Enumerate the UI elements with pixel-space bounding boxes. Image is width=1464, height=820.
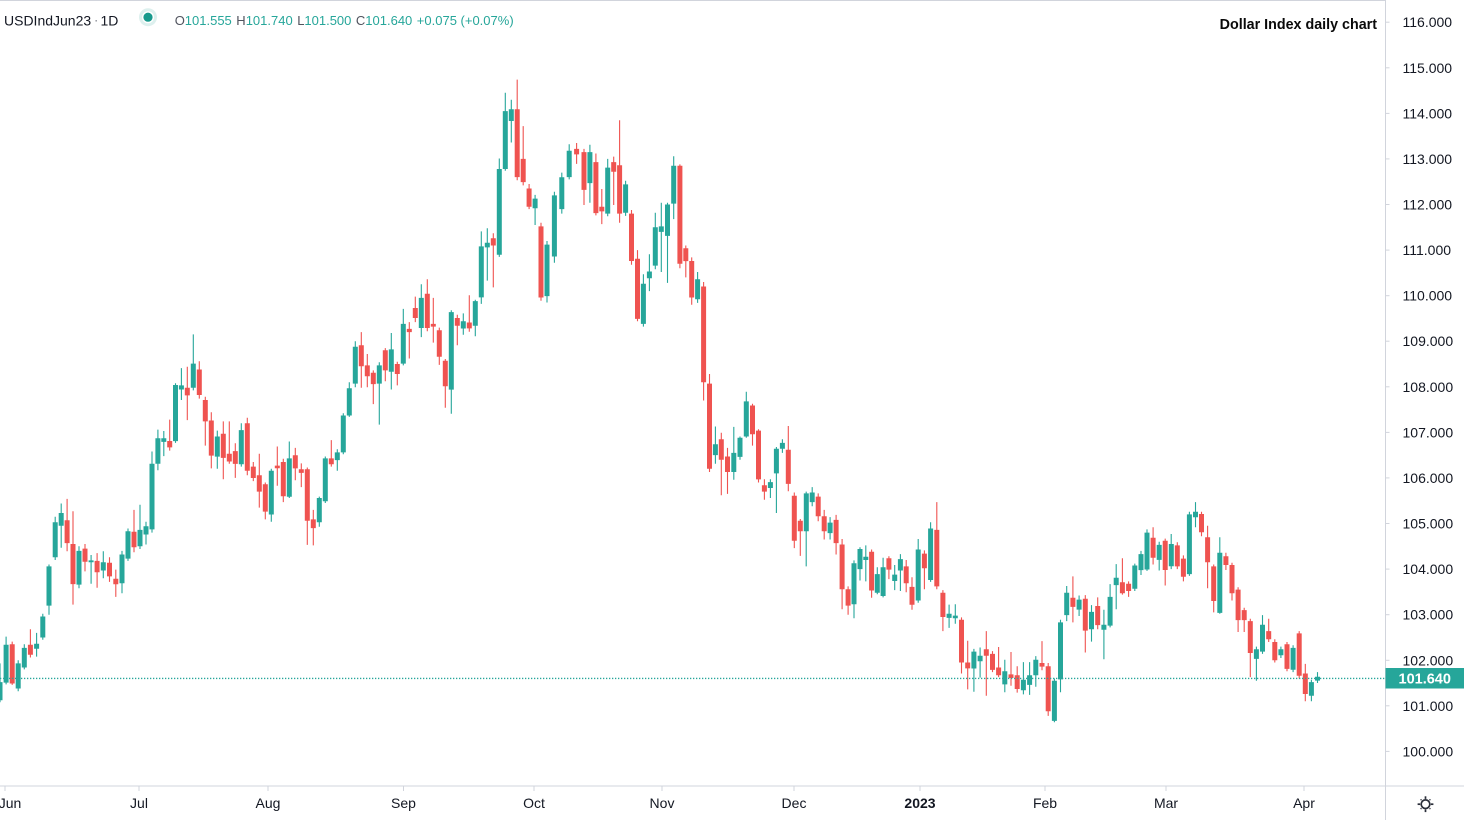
svg-text:Sep: Sep xyxy=(391,795,416,811)
svg-text:108.000: 108.000 xyxy=(1403,379,1454,395)
svg-text:Apr: Apr xyxy=(1293,795,1315,811)
svg-text:H: H xyxy=(236,13,245,28)
svg-text:101.740: 101.740 xyxy=(246,13,293,28)
svg-text:Jul: Jul xyxy=(130,795,148,811)
svg-text:113.000: 113.000 xyxy=(1403,151,1453,167)
svg-text:101.555: 101.555 xyxy=(185,13,232,28)
svg-text:Dec: Dec xyxy=(782,795,807,811)
svg-text:116.000: 116.000 xyxy=(1403,14,1453,30)
svg-text:107.000: 107.000 xyxy=(1403,424,1454,440)
svg-text:109.000: 109.000 xyxy=(1403,333,1454,349)
svg-text:·: · xyxy=(94,13,98,28)
svg-text:102.000: 102.000 xyxy=(1403,652,1454,668)
svg-text:105.000: 105.000 xyxy=(1403,516,1454,532)
svg-text:C: C xyxy=(356,13,365,28)
svg-text:1D: 1D xyxy=(101,13,119,29)
svg-text:Dollar Index daily chart: Dollar Index daily chart xyxy=(1220,17,1378,33)
svg-text:112.000: 112.000 xyxy=(1403,197,1453,213)
svg-text:Aug: Aug xyxy=(256,795,281,811)
svg-text:Oct: Oct xyxy=(523,795,545,811)
svg-text:101.640: 101.640 xyxy=(365,13,412,28)
svg-text:Nov: Nov xyxy=(650,795,675,811)
svg-text:100.000: 100.000 xyxy=(1403,743,1454,759)
svg-text:Feb: Feb xyxy=(1033,795,1057,811)
svg-text:101.500: 101.500 xyxy=(304,13,351,28)
svg-text:106.000: 106.000 xyxy=(1403,470,1454,486)
svg-text:101.000: 101.000 xyxy=(1403,698,1454,714)
svg-text:O: O xyxy=(175,13,185,28)
svg-text:L: L xyxy=(297,13,304,28)
svg-text:111.000: 111.000 xyxy=(1403,242,1452,258)
svg-text:115.000: 115.000 xyxy=(1403,60,1453,76)
svg-text:2023: 2023 xyxy=(904,795,935,811)
svg-text:104.000: 104.000 xyxy=(1403,561,1454,577)
svg-text:101.640: 101.640 xyxy=(1399,672,1451,688)
svg-text:Jun: Jun xyxy=(0,795,21,811)
svg-text:114.000: 114.000 xyxy=(1403,105,1453,121)
svg-text:Mar: Mar xyxy=(1154,795,1178,811)
svg-text:USDIndJun23: USDIndJun23 xyxy=(4,13,91,29)
svg-text:+0.075 (+0.07%): +0.075 (+0.07%) xyxy=(417,13,514,28)
svg-text:110.000: 110.000 xyxy=(1403,288,1453,304)
svg-text:103.000: 103.000 xyxy=(1403,607,1454,623)
